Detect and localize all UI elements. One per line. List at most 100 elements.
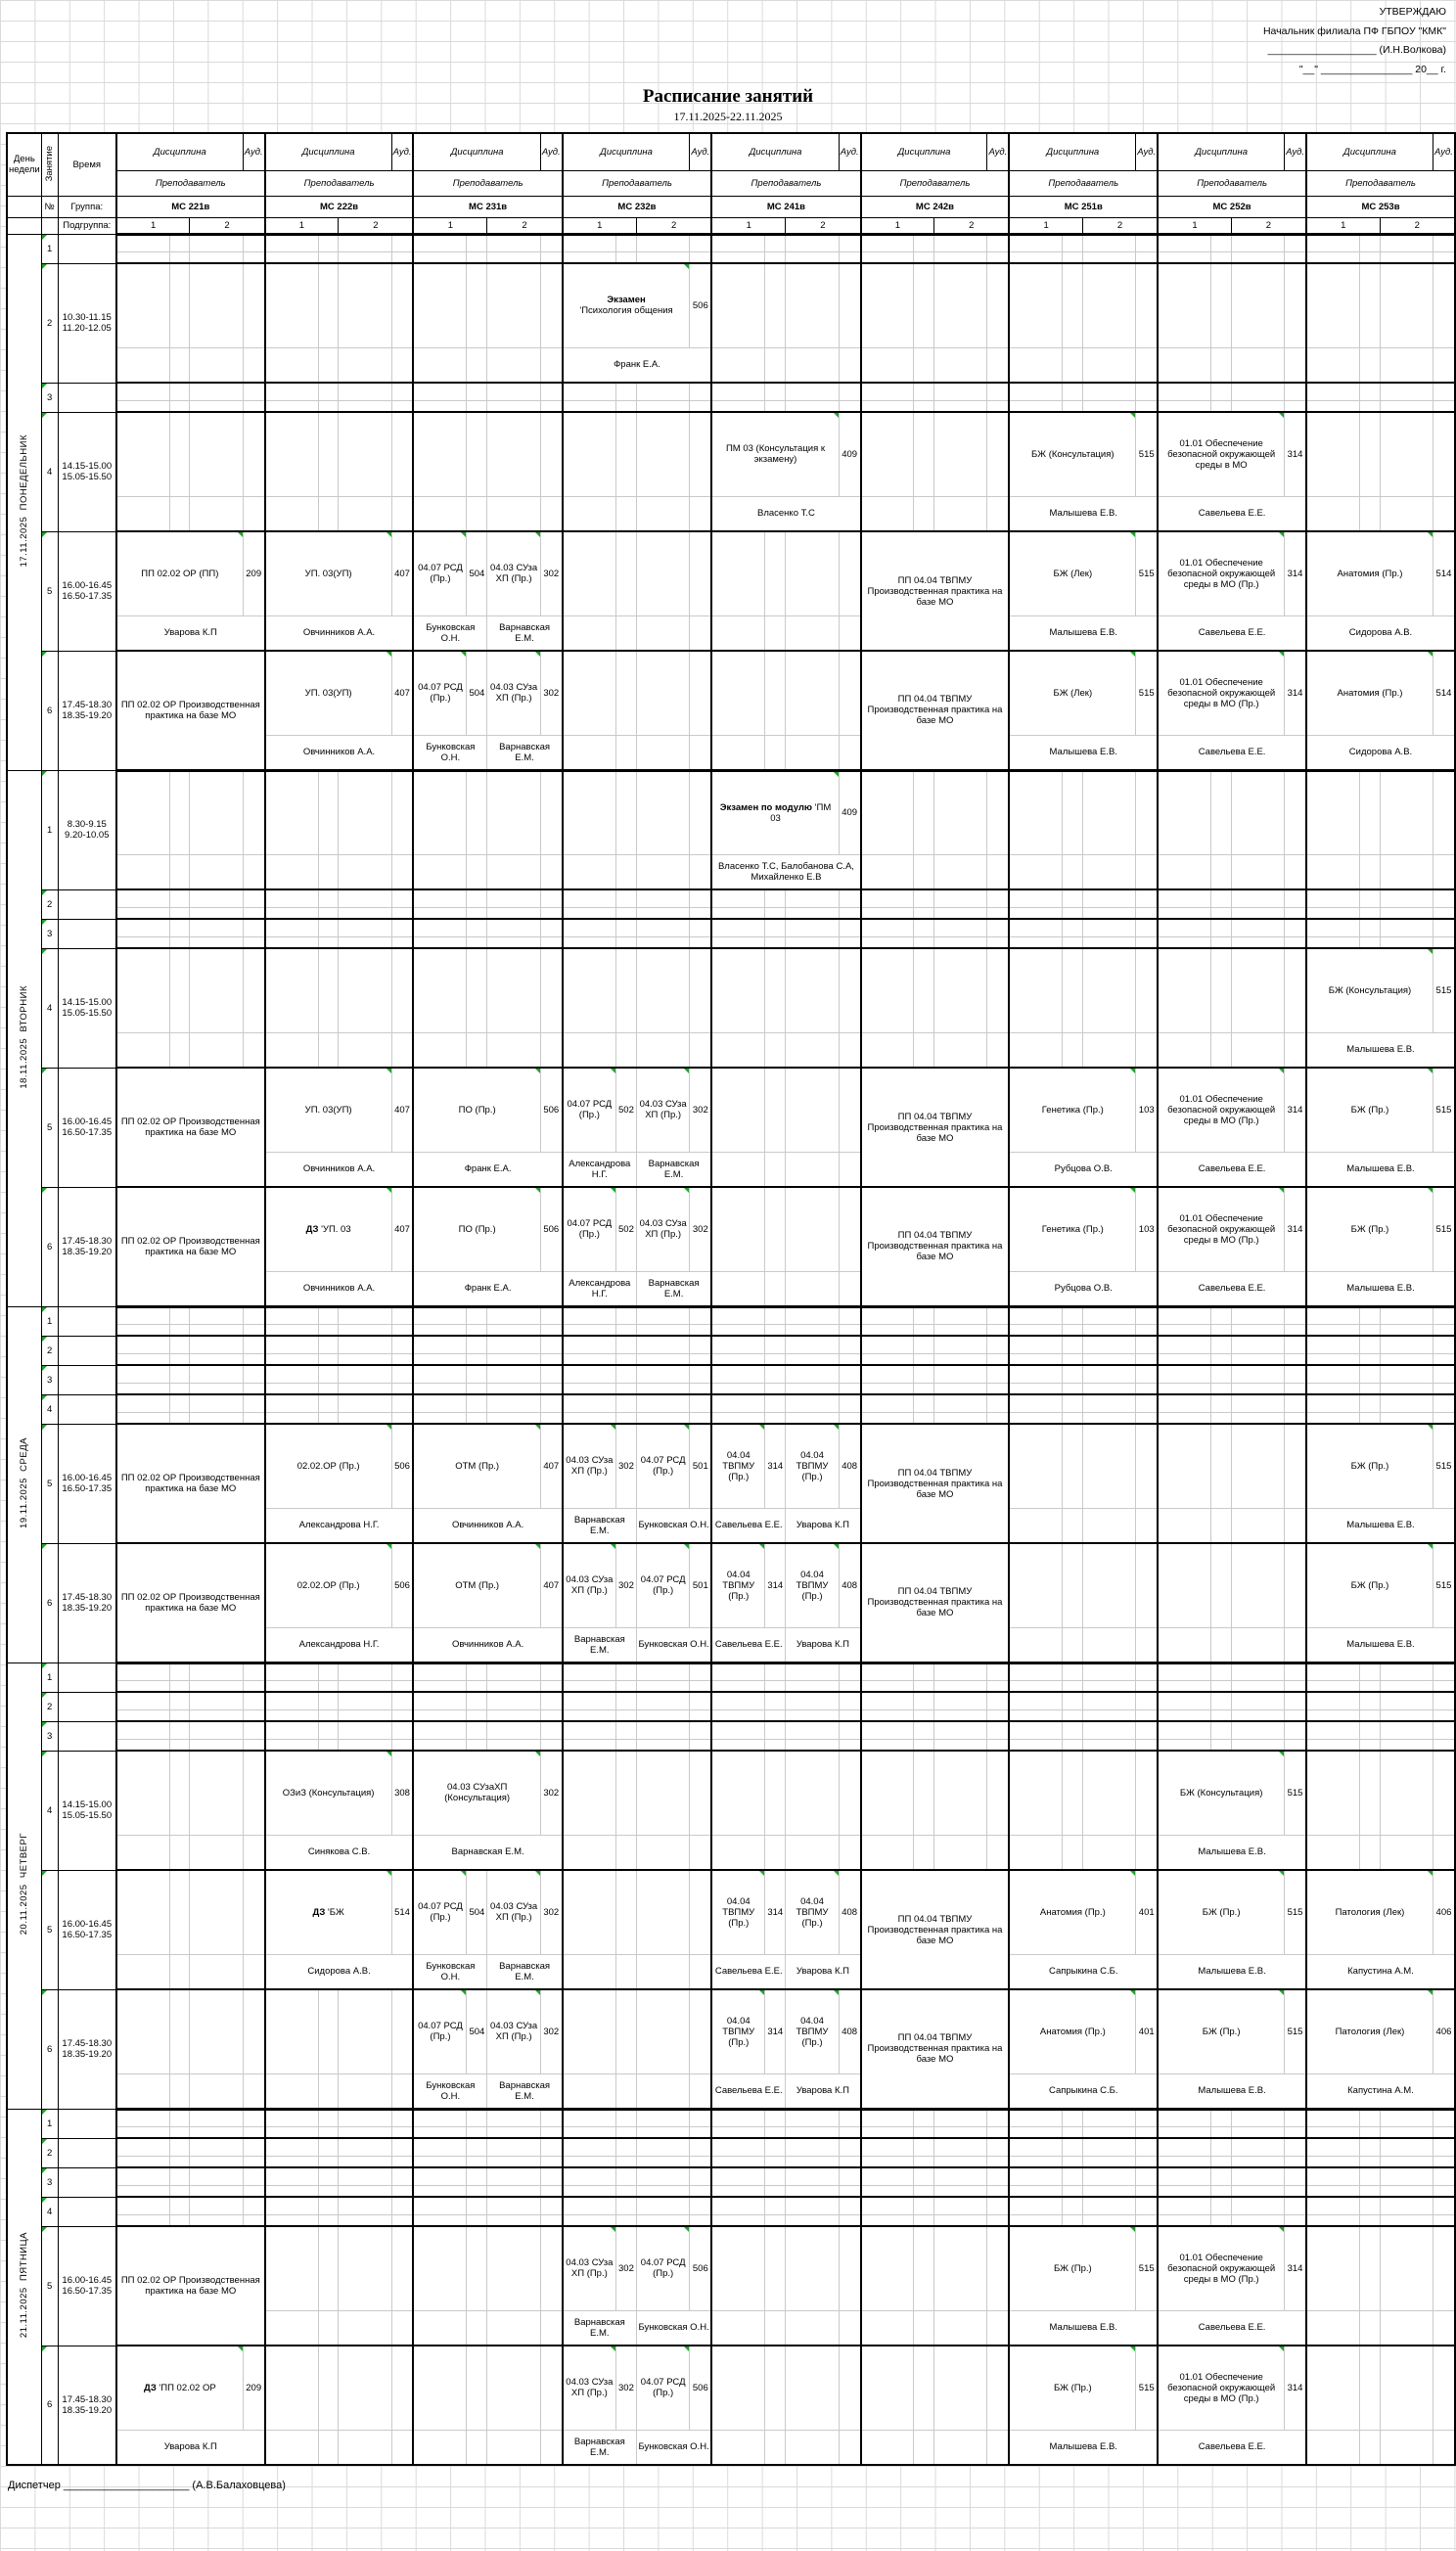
empty-cell[interactable]	[263, 399, 319, 413]
empty-cell[interactable]	[486, 2345, 541, 2431]
empty-cell[interactable]	[1304, 1750, 1360, 1836]
empty-cell[interactable]	[263, 1691, 319, 1710]
empty-cell[interactable]	[913, 2107, 935, 2127]
empty-cell[interactable]	[1062, 1708, 1083, 1722]
empty-cell[interactable]	[561, 382, 616, 401]
aud-cell[interactable]: 406	[1432, 1869, 1456, 1955]
empty-cell[interactable]	[859, 918, 915, 937]
empty-cell[interactable]	[913, 1679, 935, 1693]
teacher-cell[interactable]: Варнавская Е.М.	[561, 2309, 637, 2346]
empty-cell[interactable]	[1062, 1738, 1083, 1752]
time-cell[interactable]: 16.00-16.45 16.50-17.35	[57, 1423, 117, 1544]
empty-cell[interactable]	[785, 1834, 840, 1871]
empty-cell[interactable]	[1210, 947, 1232, 1033]
empty-cell[interactable]	[189, 1750, 244, 1836]
empty-cell[interactable]	[1157, 1691, 1212, 1710]
empty-cell[interactable]	[486, 382, 541, 401]
empty-cell[interactable]	[838, 2137, 862, 2157]
empty-cell[interactable]	[1210, 1031, 1232, 1069]
empty-cell[interactable]	[1210, 1691, 1232, 1710]
empty-cell[interactable]	[114, 1869, 170, 1955]
empty-cell[interactable]	[710, 530, 766, 616]
teacher-cell[interactable]: Савельева Е.Е.	[1157, 1270, 1307, 1307]
empty-cell[interactable]	[913, 2225, 935, 2311]
empty-cell[interactable]	[168, 232, 191, 252]
empty-cell[interactable]	[412, 2184, 468, 2198]
time-cell[interactable]: 16.00-16.45 16.50-17.35	[57, 1869, 117, 1990]
empty-cell[interactable]	[1008, 1031, 1064, 1069]
empty-cell[interactable]	[710, 615, 766, 652]
empty-cell[interactable]	[486, 888, 541, 908]
empty-cell[interactable]	[1432, 232, 1456, 252]
empty-cell[interactable]	[189, 399, 244, 413]
aud-cell[interactable]: 314	[1284, 1067, 1307, 1153]
empty-cell[interactable]	[1157, 2125, 1212, 2139]
empty-cell[interactable]	[1157, 382, 1212, 401]
empty-cell[interactable]	[263, 346, 319, 384]
empty-cell[interactable]	[317, 2213, 340, 2227]
discipline-cell[interactable]: 04.03 СУза ХП (Пр.)	[486, 1988, 541, 2074]
empty-cell[interactable]	[913, 918, 935, 937]
empty-cell[interactable]	[1379, 2166, 1433, 2186]
empty-cell[interactable]	[1379, 918, 1433, 937]
empty-cell[interactable]	[189, 918, 244, 937]
discipline-cell[interactable]: Патология (Лек)	[1304, 1869, 1433, 1955]
empty-cell[interactable]	[635, 1750, 691, 1836]
empty-cell[interactable]	[338, 906, 392, 920]
empty-cell[interactable]	[913, 1382, 935, 1395]
aud-cell[interactable]: 515	[1135, 530, 1159, 616]
empty-cell[interactable]	[561, 1953, 616, 1990]
empty-cell[interactable]	[1157, 2137, 1212, 2157]
empty-cell[interactable]	[635, 1323, 691, 1337]
empty-cell[interactable]	[561, 768, 616, 855]
day-cell[interactable]: 20.11.2025 ЧЕТВЕРГ	[6, 1662, 42, 2110]
empty-cell[interactable]	[168, 1352, 191, 1366]
empty-cell[interactable]	[635, 935, 691, 949]
empty-cell[interactable]	[838, 1335, 862, 1354]
empty-cell[interactable]	[785, 1186, 840, 1272]
empty-cell[interactable]	[635, 918, 691, 937]
empty-cell[interactable]	[986, 918, 1010, 937]
empty-cell[interactable]	[338, 918, 392, 937]
empty-cell[interactable]	[710, 2309, 766, 2346]
empty-cell[interactable]	[189, 2137, 244, 2157]
empty-cell[interactable]	[561, 734, 616, 771]
empty-cell[interactable]	[114, 1393, 170, 1413]
empty-cell[interactable]	[986, 1708, 1010, 1722]
empty-cell[interactable]	[838, 2155, 862, 2168]
empty-cell[interactable]	[561, 1988, 616, 2074]
empty-cell[interactable]	[1358, 1382, 1381, 1395]
empty-cell[interactable]	[114, 1691, 170, 1710]
empty-cell[interactable]	[1304, 1393, 1360, 1413]
discipline-cell[interactable]: БЖ (Пр.)	[1304, 1542, 1433, 1628]
empty-cell[interactable]	[466, 2184, 488, 2198]
empty-cell[interactable]	[710, 2155, 766, 2168]
empty-cell[interactable]	[1304, 346, 1360, 384]
empty-cell[interactable]	[1157, 906, 1212, 920]
discipline-cell[interactable]: 04.03 СУза ХП (Пр.)	[486, 530, 541, 616]
empty-cell[interactable]	[710, 1067, 766, 1153]
empty-cell[interactable]	[1135, 947, 1159, 1033]
empty-cell[interactable]	[913, 1691, 935, 1710]
empty-cell[interactable]	[1210, 346, 1232, 384]
empty-cell[interactable]	[1081, 262, 1137, 348]
empty-cell[interactable]	[933, 2137, 988, 2157]
empty-cell[interactable]	[785, 2137, 840, 2157]
empty-cell[interactable]	[242, 262, 266, 348]
empty-cell[interactable]	[1135, 1507, 1159, 1544]
empty-cell[interactable]	[486, 2429, 541, 2466]
empty-cell[interactable]	[317, 1988, 340, 2074]
empty-cell[interactable]	[1379, 2137, 1433, 2157]
empty-cell[interactable]	[539, 2345, 564, 2431]
empty-cell[interactable]	[412, 2345, 468, 2431]
empty-cell[interactable]	[1358, 935, 1381, 949]
aud-cell[interactable]: 515	[1432, 1186, 1456, 1272]
empty-cell[interactable]	[168, 1750, 191, 1836]
aud-cell[interactable]: 314	[764, 1988, 787, 2074]
empty-cell[interactable]	[561, 1323, 616, 1337]
empty-cell[interactable]	[317, 2225, 340, 2311]
empty-cell[interactable]	[710, 1382, 766, 1395]
time-cell[interactable]	[57, 382, 117, 413]
time-cell[interactable]	[57, 2196, 117, 2227]
empty-cell[interactable]	[317, 346, 340, 384]
